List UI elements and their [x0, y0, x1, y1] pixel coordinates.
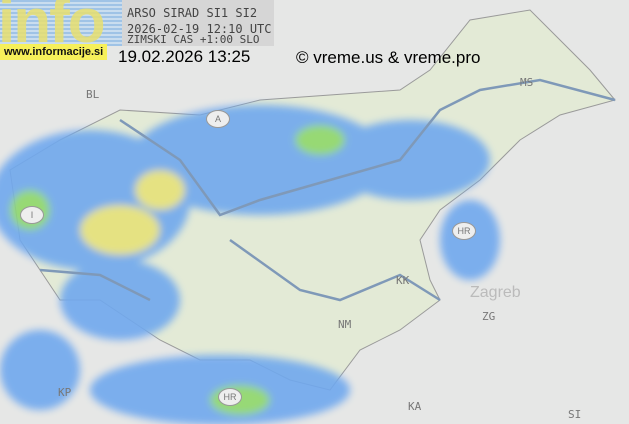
city-label: MS [520, 76, 534, 89]
city-label: SI [568, 408, 582, 421]
city-label: ZG [482, 310, 496, 323]
radar-echoes [0, 105, 500, 424]
city-label: KA [408, 400, 422, 413]
radar-source: ARSO SIRAD SI1 SI2 [127, 6, 258, 20]
copyright: © vreme.us & vreme.pro [296, 48, 481, 67]
highway [39, 78, 616, 302]
timestamp: 19.02.2026 13:25 [118, 47, 251, 66]
country-label: A [206, 110, 230, 128]
site-link[interactable]: www.informacije.si [0, 44, 108, 60]
radar-timezone: ZIMSKI CAS +1:00 SLO [127, 33, 260, 46]
info-logo: info [0, 0, 122, 46]
country-label: BL [86, 88, 100, 101]
city-label: NM [338, 318, 352, 331]
city-label: Zagreb [470, 284, 521, 301]
country-label: I [20, 206, 44, 224]
radar-time-utc: 2026-02-19 12:10 UTC [127, 22, 272, 36]
city-label: KP [58, 386, 72, 399]
radar-info-box: ARSO SIRAD SI1 SI2 2026-02-19 12:10 UTC … [122, 0, 274, 46]
city-label: KK [396, 274, 410, 287]
country-label: HR [218, 388, 242, 406]
country-label: HR [452, 222, 476, 240]
